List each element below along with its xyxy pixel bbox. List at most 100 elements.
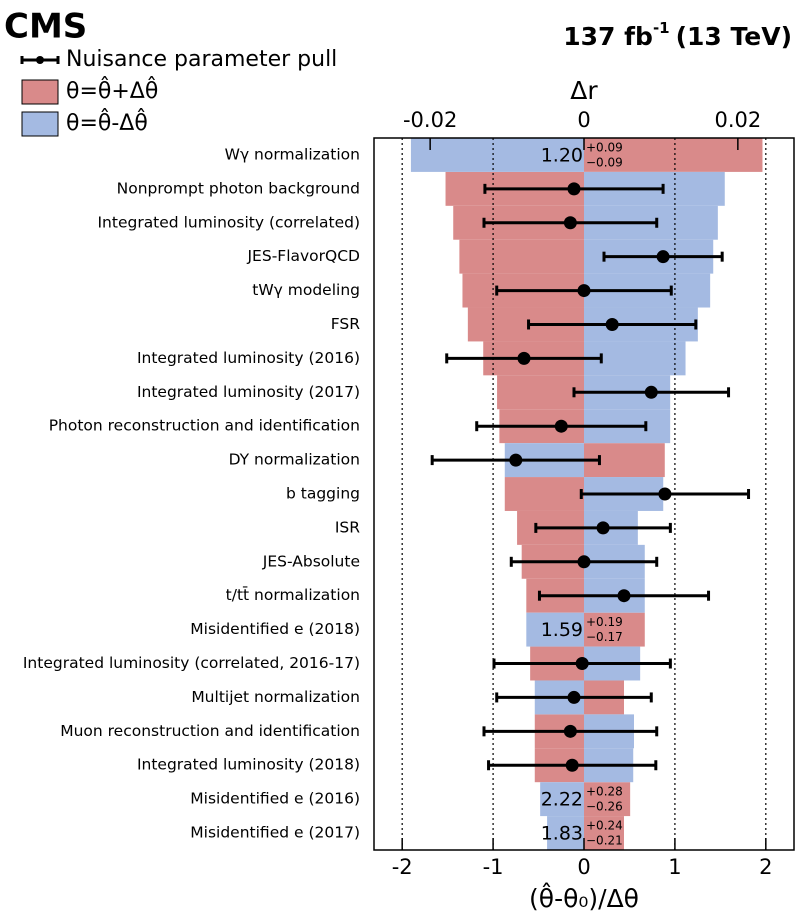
lumi-label: 137 fb-1 (13 TeV) xyxy=(563,19,792,52)
x-tick-label: 1 xyxy=(668,855,681,879)
pull xyxy=(492,657,672,671)
legend-swatch xyxy=(21,111,59,137)
impact-bar xyxy=(547,816,584,850)
fit-up: +0.24 xyxy=(586,819,623,833)
pull xyxy=(534,521,672,535)
experiment: CMS xyxy=(4,7,87,47)
x-tick-label: 0 xyxy=(577,855,590,879)
fit-up: +0.28 xyxy=(586,785,623,799)
pull xyxy=(445,351,603,365)
category-label: JES-Absolute xyxy=(262,552,360,570)
impact-bar xyxy=(459,239,584,274)
category-label: ISR xyxy=(335,518,360,536)
pull-point xyxy=(517,351,531,365)
pull xyxy=(579,487,751,501)
pull xyxy=(572,385,731,399)
category-label: Integrated luminosity (2016) xyxy=(137,349,360,367)
pull-point xyxy=(563,724,577,738)
pull xyxy=(475,419,648,433)
category-label: FSR xyxy=(331,315,360,333)
x2-tick-label: -0.02 xyxy=(403,108,457,132)
pull-point xyxy=(617,589,631,603)
category-label: Integrated luminosity (correlated, 2016-… xyxy=(23,654,360,672)
pull-point xyxy=(656,250,670,264)
legend-label: θ=θ̂-Δθ̂ xyxy=(66,109,148,136)
pull-point xyxy=(658,487,672,501)
category-label: Photon reconstruction and identification xyxy=(49,417,360,435)
pull-point xyxy=(644,385,658,399)
category-label: Misidentified e (2018) xyxy=(190,620,360,638)
legend-point xyxy=(36,56,44,64)
pull xyxy=(487,758,658,772)
category-label: Wγ normalization xyxy=(225,145,360,163)
category-label: Integrated luminosity (2017) xyxy=(137,383,360,401)
pull-point xyxy=(577,284,591,298)
pull xyxy=(483,182,665,196)
fit-up: +0.09 xyxy=(586,140,623,154)
pull xyxy=(537,589,711,603)
pull-point xyxy=(509,453,523,467)
x-tick-label: -2 xyxy=(392,855,413,879)
x-axis-title: (θ̂-θ₀)/Δθ xyxy=(529,882,639,913)
category-label: Integrated luminosity (correlated) xyxy=(97,213,360,231)
x2-tick-label: 0 xyxy=(577,108,590,132)
fit-value: 2.22 xyxy=(541,789,583,811)
impact-bar xyxy=(584,782,631,817)
fit-down: −0.17 xyxy=(586,630,623,644)
impact-bar xyxy=(504,477,584,511)
category-label: DY normalization xyxy=(229,451,360,469)
pull-point xyxy=(596,521,610,535)
impact-bar xyxy=(540,782,584,817)
impact-bar xyxy=(497,375,584,410)
impact-bar xyxy=(584,816,624,850)
pull xyxy=(482,724,659,738)
legend-swatch xyxy=(21,79,59,105)
pull-point xyxy=(565,758,579,772)
category-label: Muon reconstruction and identification xyxy=(60,722,360,740)
x2-tick-label: 0.02 xyxy=(714,108,761,132)
pull xyxy=(482,216,659,230)
pull-point xyxy=(577,555,591,569)
fit-down: −0.09 xyxy=(586,155,623,169)
energy: (13 TeV) xyxy=(676,22,792,51)
pull xyxy=(495,690,653,704)
category-label: b tagging xyxy=(286,485,360,503)
pull-point xyxy=(567,182,581,196)
category-label: Misidentified e (2017) xyxy=(190,824,360,842)
legend-label: θ=θ̂+Δθ̂ xyxy=(66,77,158,104)
category-label: Nonprompt photon background xyxy=(117,179,360,197)
fit-down: −0.21 xyxy=(586,834,623,848)
x-tick-label: 2 xyxy=(759,855,772,879)
pull-point xyxy=(554,419,568,433)
category-label: JES-FlavorQCD xyxy=(246,247,360,265)
lumi: 137 fb xyxy=(563,22,653,51)
impact-bar xyxy=(584,138,763,172)
impact-bar xyxy=(410,138,584,172)
pull xyxy=(509,555,659,569)
impact-bar xyxy=(526,612,584,647)
category-label: Multijet normalization xyxy=(191,688,360,706)
pull xyxy=(527,317,698,331)
pull-point xyxy=(567,690,581,704)
pull-point xyxy=(575,657,589,671)
impact-bar xyxy=(584,612,645,647)
lumi-sup: -1 xyxy=(653,19,670,37)
pull xyxy=(430,453,601,467)
fit-up: +0.19 xyxy=(586,615,623,629)
pull xyxy=(602,250,724,264)
pull-point xyxy=(563,216,577,230)
legend-label: Nuisance parameter pull xyxy=(66,47,337,72)
category-label: tWγ modeling xyxy=(252,281,360,299)
fit-value: 1.59 xyxy=(541,619,583,641)
fit-down: −0.26 xyxy=(586,800,623,814)
category-label: Misidentified e (2016) xyxy=(190,790,360,808)
x-tick-label: -1 xyxy=(483,855,504,879)
fit-value: 1.83 xyxy=(541,823,583,845)
pull-point xyxy=(605,317,619,331)
pull xyxy=(495,284,673,298)
x2-axis-title: Δr xyxy=(570,76,598,105)
category-label: Integrated luminosity (2018) xyxy=(137,756,360,774)
category-label: t/tt̄ normalization xyxy=(226,585,360,604)
fit-value: 1.20 xyxy=(541,144,583,166)
